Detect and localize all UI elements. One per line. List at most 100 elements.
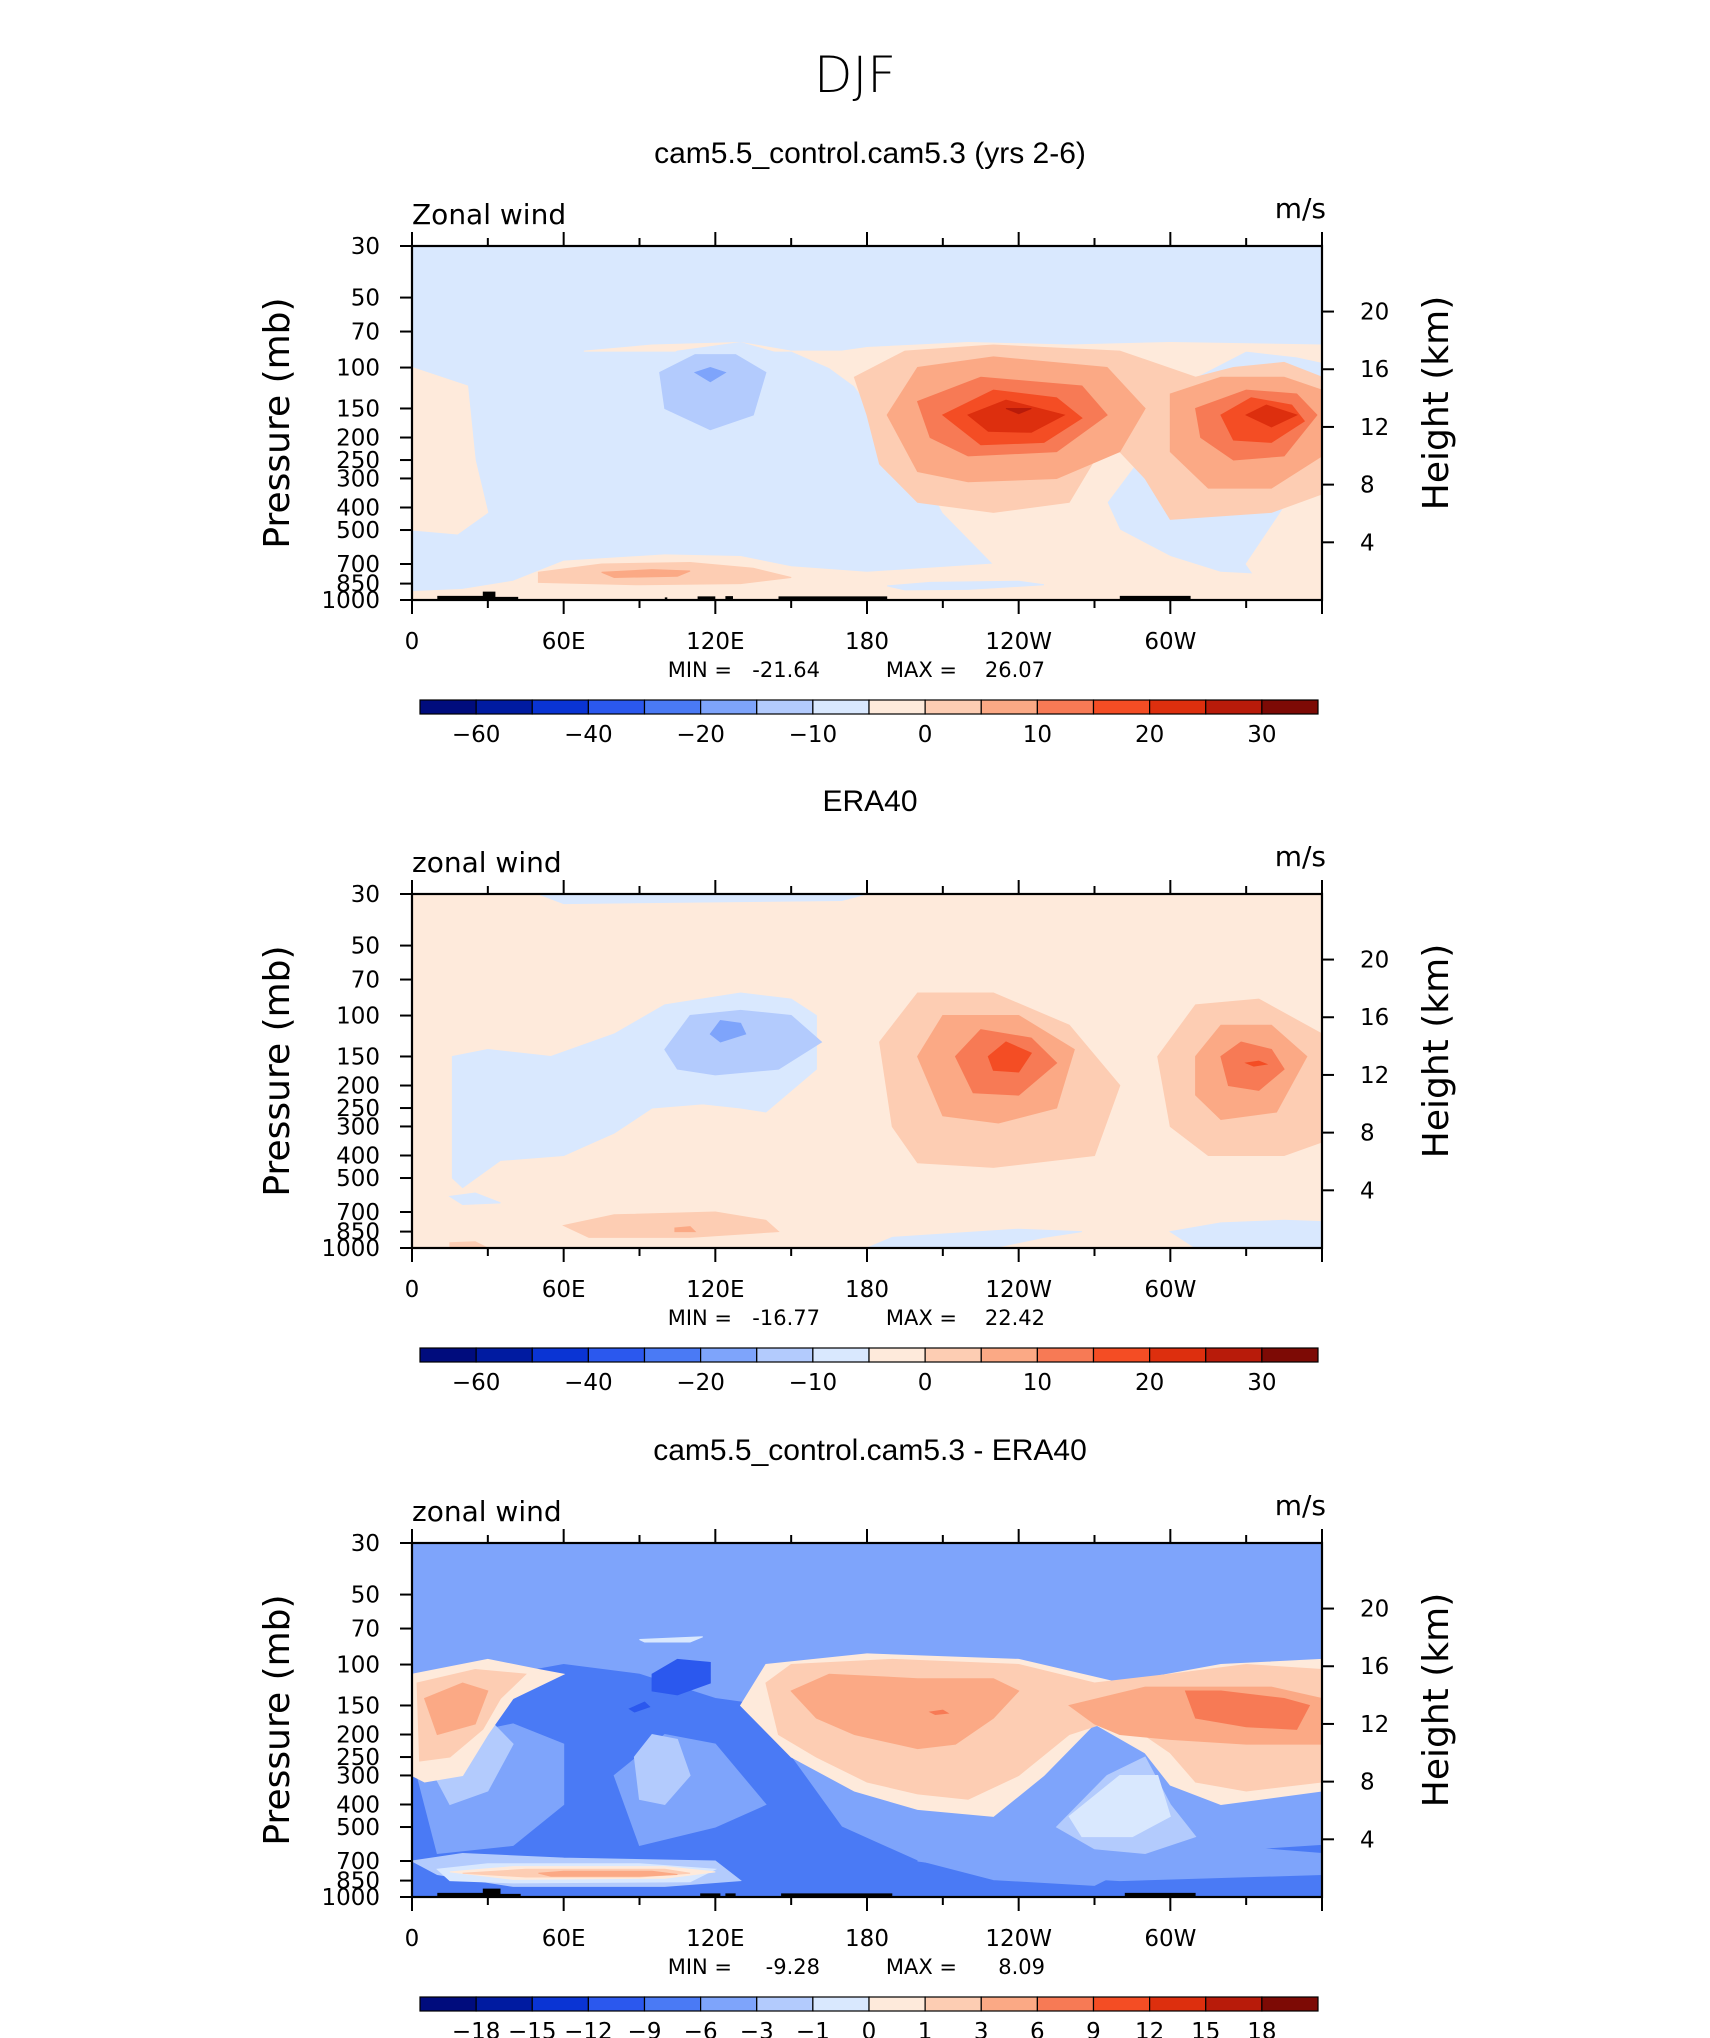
colorbar-box xyxy=(812,1996,870,2012)
y-right-tick-label: 4 xyxy=(1360,530,1375,556)
contour-region xyxy=(1184,1690,1311,1730)
y-tick-label: 700 xyxy=(336,552,380,578)
contour-region xyxy=(829,1594,1024,1611)
colorbar-box xyxy=(924,1996,982,2012)
colorbar-box xyxy=(868,1996,926,2012)
max-value: 22.42 xyxy=(985,1306,1045,1330)
y-right-tick-label: 8 xyxy=(1360,473,1375,499)
contour-region xyxy=(601,569,691,579)
y-right-tick-label: 16 xyxy=(1360,1654,1389,1680)
x-tick-label: 60W xyxy=(1144,1277,1196,1303)
contour-region xyxy=(412,366,489,535)
colorbar-box xyxy=(980,699,1038,715)
figure-title: DJF xyxy=(814,46,896,104)
colorbar-label: −3 xyxy=(740,2019,774,2038)
colorbar-label: 3 xyxy=(974,2019,989,2038)
y-tick-label: 150 xyxy=(336,1044,380,1070)
y-axis-title: Pressure (mb) xyxy=(257,1594,298,1845)
contour-region xyxy=(449,1241,489,1248)
y-axis-title: Pressure (mb) xyxy=(257,297,298,548)
colorbar-box xyxy=(812,699,870,715)
y-tick-label: 850 xyxy=(336,1220,380,1246)
y-tick-label: 150 xyxy=(336,396,380,422)
contour-region xyxy=(423,1682,489,1736)
colorbar-box xyxy=(1149,1996,1207,2012)
colorbar-label: 20 xyxy=(1135,1370,1164,1396)
x-tick-label: 0 xyxy=(405,1277,420,1303)
colorbar-label: 30 xyxy=(1247,722,1276,748)
y-tick-label: 100 xyxy=(336,1004,380,1030)
contour-region xyxy=(674,1226,697,1233)
colorbar: −60 −40 −20 −10 0 10 20 30 xyxy=(419,1347,1319,1396)
min-label: MIN = xyxy=(668,1955,732,1979)
colorbar-label: −20 xyxy=(676,1370,725,1396)
x-tick-label: 60E xyxy=(542,1926,586,1952)
colorbar-label: −40 xyxy=(564,1370,613,1396)
colorbar-label: 9 xyxy=(1086,2019,1101,2038)
x-tick-label: 60W xyxy=(1144,629,1196,655)
colorbar-box xyxy=(980,1996,1038,2012)
colorbar-label: 20 xyxy=(1135,722,1164,748)
contour-region xyxy=(448,1192,501,1206)
min-label: MIN = xyxy=(668,1306,732,1330)
colorbar-label: −10 xyxy=(789,722,838,748)
y-axis-right-title: Height (km) xyxy=(1416,296,1457,510)
colorbar-box xyxy=(756,699,814,715)
colorbar-label: 10 xyxy=(1023,1370,1052,1396)
panel-title: cam5.5_control.cam5.3 - ERA40 xyxy=(653,1434,1087,1467)
colorbar-label: 6 xyxy=(1030,2019,1045,2038)
y-tick-label: 250 xyxy=(336,1096,380,1122)
y-right-tick-label: 4 xyxy=(1360,1827,1375,1853)
y-tick-label: 400 xyxy=(336,1143,380,1169)
contour-region xyxy=(538,894,868,905)
y-tick-label: 400 xyxy=(336,495,380,521)
contour-region xyxy=(928,1709,950,1716)
y-right-tick-label: 4 xyxy=(1360,1178,1375,1204)
colorbar-label: −60 xyxy=(452,1370,501,1396)
colorbar-box xyxy=(643,1996,702,2012)
colorbar-box xyxy=(1092,699,1151,715)
colorbar: −18 −15 −12 −9 −6 −3 −1 0 1 3 6 9 12 15 18 xyxy=(419,1996,1319,2038)
y-right-tick-label: 16 xyxy=(1360,1005,1389,1031)
contour-region xyxy=(866,1228,1082,1248)
y-right-tick-label: 20 xyxy=(1360,948,1389,974)
x-tick-label: 180 xyxy=(845,1926,889,1952)
y-tick-label: 400 xyxy=(336,1792,380,1818)
colorbar-box xyxy=(1036,1347,1095,1363)
contour-region xyxy=(651,1658,711,1696)
y-tick-label: 700 xyxy=(336,1849,380,1875)
colorbar-box xyxy=(924,1347,982,1363)
colorbar-box xyxy=(587,1347,646,1363)
y-tick-label: 300 xyxy=(336,1114,380,1140)
x-tick-label: 60W xyxy=(1144,1926,1196,1952)
y-tick-label: 30 xyxy=(351,1531,380,1557)
y-tick-label: 850 xyxy=(336,572,380,598)
units-label: m/s xyxy=(1275,1489,1326,1522)
colorbar-box xyxy=(756,1347,814,1363)
y-axis-right-title: Height (km) xyxy=(1416,944,1457,1158)
colorbar-box xyxy=(1261,699,1319,715)
y-axis-title: Pressure (mb) xyxy=(257,945,298,1196)
contour-region xyxy=(1168,1219,1322,1248)
colorbar-label: −6 xyxy=(684,2019,718,2038)
colorbar: −60 −40 −20 −10 0 10 20 30 xyxy=(419,699,1319,748)
colorbar-label: −15 xyxy=(508,2019,557,2038)
colorbar-box xyxy=(1261,1347,1319,1363)
colorbar-label: −10 xyxy=(789,1370,838,1396)
y-tick-label: 250 xyxy=(336,1745,380,1771)
colorbar-box xyxy=(756,1996,814,2012)
colorbar-label: 10 xyxy=(1023,722,1052,748)
x-tick-label: 120E xyxy=(686,1277,744,1303)
y-tick-label: 100 xyxy=(336,1653,380,1679)
colorbar-box xyxy=(1036,1996,1095,2012)
colorbar-box xyxy=(700,1347,758,1363)
y-axis-right-title: Height (km) xyxy=(1416,1593,1457,1807)
contour-region xyxy=(1245,404,1299,428)
colorbar-box xyxy=(1261,1996,1319,2012)
colorbar-label: −1 xyxy=(796,2019,830,2038)
contour-region xyxy=(628,1701,651,1713)
colorbar-box xyxy=(419,1996,477,2012)
colorbar-box xyxy=(419,1347,477,1363)
